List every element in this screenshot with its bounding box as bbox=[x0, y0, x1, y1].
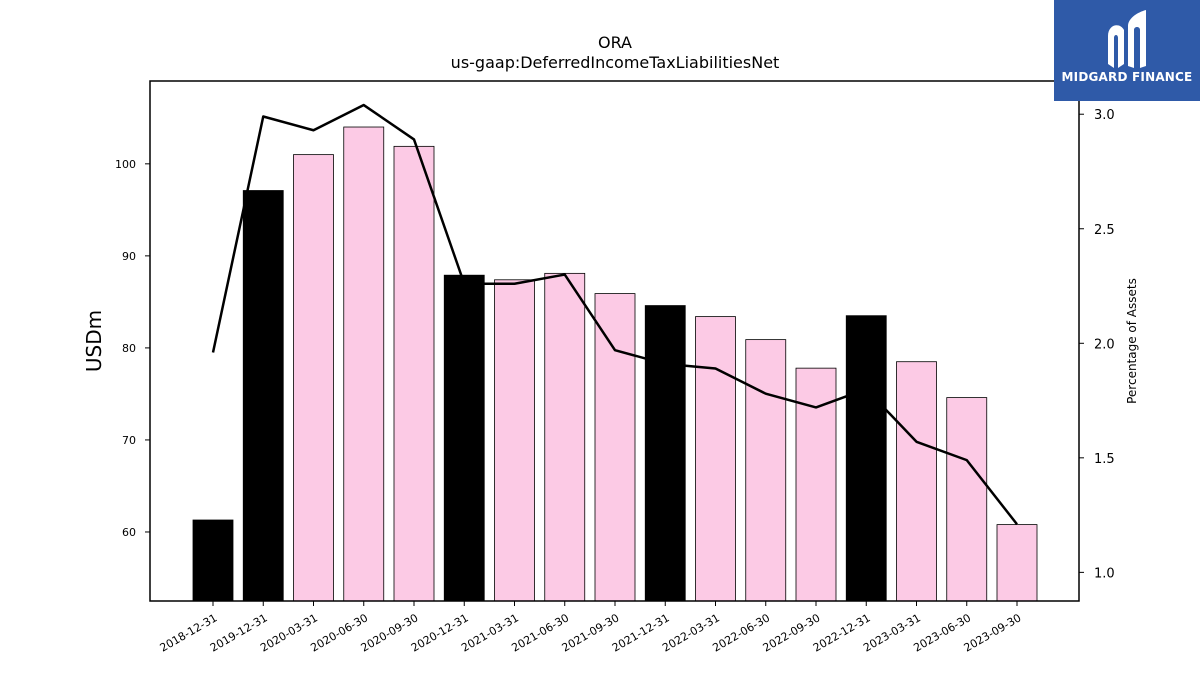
plot-frame bbox=[149, 80, 1080, 602]
midgard-logo-icon bbox=[1108, 10, 1146, 68]
y-right-tick-label: 3.0 bbox=[1094, 108, 1115, 123]
y-left-tick-label: 100 bbox=[115, 158, 136, 171]
bar-2022-03-31 bbox=[695, 316, 736, 602]
bar-2020-03-31 bbox=[293, 154, 334, 602]
y-axis-left-label: USDm bbox=[82, 310, 106, 372]
y-axis-right-label: Percentage of Assets bbox=[1125, 278, 1139, 404]
x-tick-label: 2023-09-30 bbox=[962, 611, 1024, 654]
bar-2018-12-31 bbox=[192, 519, 234, 602]
brand-logo: MIDGARD FINANCE bbox=[1054, 0, 1200, 101]
line-series bbox=[211, 103, 1018, 526]
bar-2020-06-30 bbox=[343, 126, 385, 602]
bar-2020-12-31 bbox=[443, 274, 485, 602]
bar-2022-12-31 bbox=[845, 315, 887, 602]
y-right-tick-label: 2.0 bbox=[1094, 337, 1115, 352]
bar-2021-03-31 bbox=[494, 279, 535, 602]
y-right-tick-label: 1.5 bbox=[1094, 452, 1115, 467]
y-left-tick-label: 60 bbox=[122, 526, 136, 539]
y-left-tick-label: 80 bbox=[122, 342, 136, 355]
y-right-tick-label: 2.5 bbox=[1094, 223, 1115, 238]
y-axis-left: 60 70 80 90 100 bbox=[115, 158, 150, 539]
y-right-tick-label: 1.0 bbox=[1094, 566, 1115, 581]
y-left-tick-label: 70 bbox=[122, 434, 136, 447]
bar-2022-06-30 bbox=[745, 339, 787, 602]
chart-title: ORA bbox=[598, 33, 632, 52]
x-axis: 2018-12-312019-12-312020-03-312020-06-30… bbox=[158, 601, 1024, 655]
bar-2019-12-31 bbox=[242, 190, 284, 602]
bar-2023-06-30 bbox=[946, 397, 988, 602]
percentage-of-assets-line bbox=[211, 103, 1018, 526]
bar-series bbox=[192, 126, 1038, 602]
y-left-tick-label: 90 bbox=[122, 250, 136, 263]
bar-2021-06-30 bbox=[544, 272, 586, 602]
bar-2021-09-30 bbox=[594, 293, 636, 602]
bar-2021-12-31 bbox=[644, 305, 686, 602]
logo-text: MIDGARD FINANCE bbox=[1061, 70, 1193, 84]
bar-2023-09-30 bbox=[996, 524, 1038, 602]
chart-subtitle: us-gaap:DeferredIncomeTaxLiabilitiesNet bbox=[451, 53, 780, 72]
bar-2023-03-31 bbox=[896, 361, 937, 602]
bar-2020-09-30 bbox=[393, 145, 435, 602]
y-axis-right: 1.0 1.5 2.0 2.5 3.0 bbox=[1079, 108, 1115, 581]
